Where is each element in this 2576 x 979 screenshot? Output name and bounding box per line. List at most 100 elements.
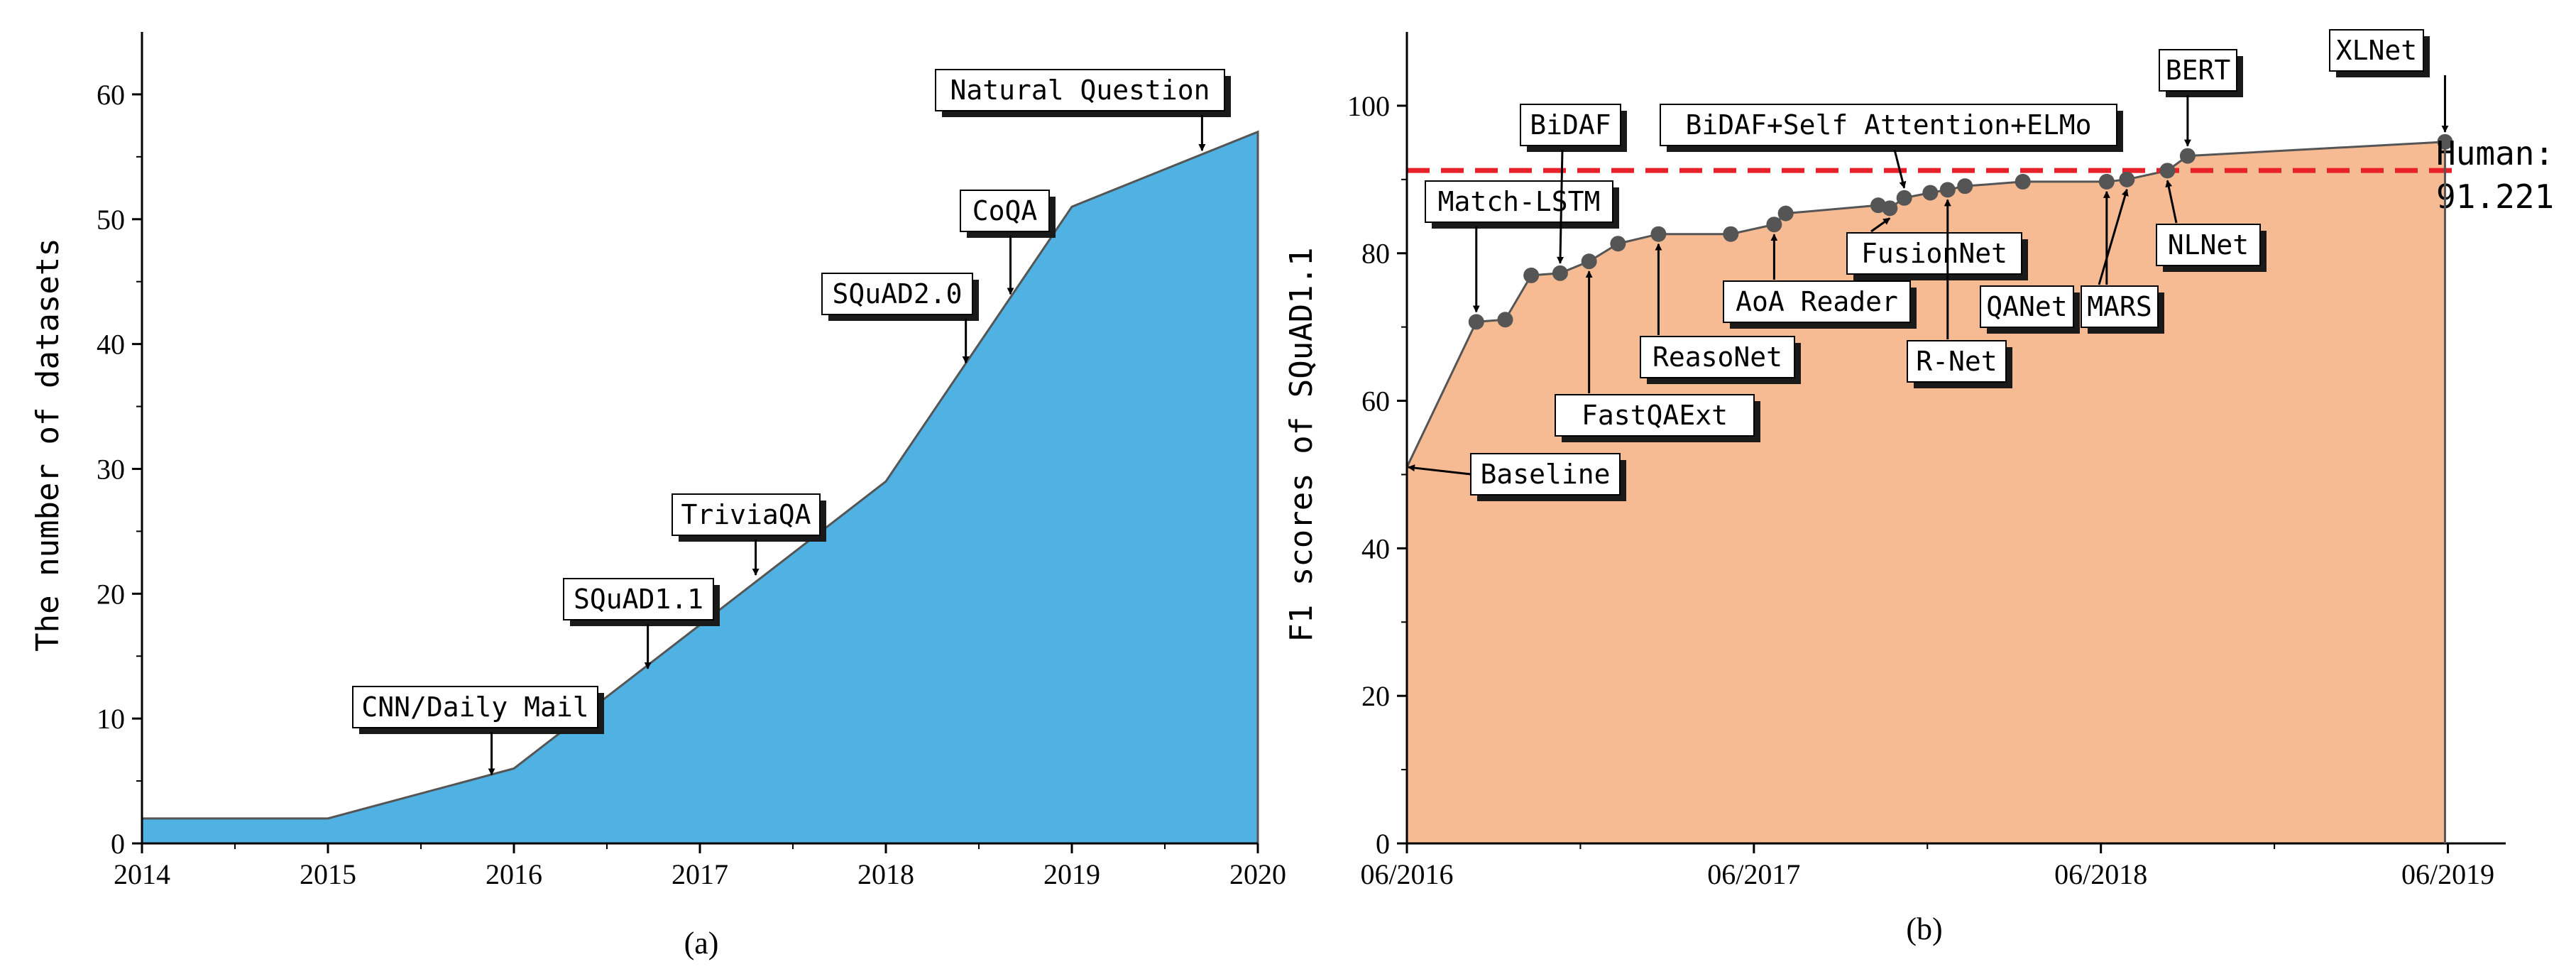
y-tick-label: 40 [97, 329, 125, 361]
annotation: FusionNet [1846, 217, 2028, 280]
label-box [1640, 336, 1795, 378]
label-text: R-Net [1916, 346, 1997, 377]
x-tick-label: 2019 [1043, 858, 1100, 890]
label-text: BiDAF [1530, 109, 1611, 141]
label-text: MARS [2087, 291, 2152, 322]
y-tick-label: 80 [1361, 238, 1390, 270]
label-box [352, 686, 598, 728]
label-text: SQuAD1.1 [574, 584, 703, 615]
annotation: BiDAF+Self Attention+ELMo [1660, 104, 2123, 189]
x-tick-label: 06/2019 [2401, 858, 2494, 890]
x-tick-label: 06/2016 [1360, 858, 1453, 890]
y-tick-label: 40 [1361, 532, 1390, 564]
score-points [1468, 133, 2453, 330]
y-axis-ticks: 0 10 20 30 40 50 60 [97, 79, 142, 860]
label-text: ReasoNet [1653, 341, 1782, 373]
annotation: QANet [1980, 190, 2110, 334]
label-text: TriviaQA [681, 499, 811, 530]
label-box [1846, 232, 2022, 275]
x-tick-label: 2017 [672, 858, 728, 890]
label-box [1425, 180, 1613, 223]
label-box [1660, 104, 2117, 146]
label-text: QANet [1986, 291, 2067, 322]
annotation: BiDAF [1520, 104, 1627, 264]
score-point [1766, 217, 1782, 233]
x-tick-label: 06/2018 [2054, 858, 2147, 890]
score-point [1896, 190, 1912, 206]
label-box [1555, 394, 1755, 437]
score-point [1581, 253, 1597, 270]
caption: (a) [684, 926, 719, 961]
score-point [1939, 182, 1956, 198]
y-tick-label: 20 [97, 578, 125, 610]
y-tick-label: 60 [1361, 385, 1390, 417]
y-axis-label: F1 scores of SQuAD1.1 [1283, 247, 1320, 642]
label-box [1723, 280, 1911, 323]
annotation: BERT [2159, 49, 2243, 147]
y-tick-label: 20 [1361, 680, 1390, 712]
x-tick-label: 2014 [114, 858, 170, 890]
label-text: NLNet [2168, 229, 2249, 261]
label-arrow [1557, 149, 1564, 264]
x-tick-label: 06/2017 [1707, 858, 1800, 890]
score-point [1882, 200, 1898, 217]
annotation: TriviaQA [672, 493, 826, 576]
label-text: AoA Reader [1736, 286, 1898, 317]
label-box [1470, 453, 1621, 496]
x-tick-label: 2018 [857, 858, 914, 890]
y-axis-label: The number of datasets [30, 238, 66, 652]
x-axis-ticks: 06/2016 06/2017 06/2018 06/2019 [1360, 843, 2494, 890]
label-box [1907, 340, 2007, 383]
score-point [1723, 226, 1739, 242]
label-text: BERT [2166, 55, 2231, 86]
y-tick-label: 100 [1347, 90, 1390, 122]
label-text: XLNet [2336, 35, 2417, 66]
annotation: AoA Reader [1723, 234, 1917, 329]
score-point [1497, 312, 1513, 328]
y-tick-label: 50 [97, 204, 125, 236]
label-text: Match-LSTM [1438, 186, 1601, 217]
annotation: Baseline [1408, 453, 1626, 501]
label-box [1520, 104, 1621, 146]
human-label-line2: 91.221 [2436, 177, 2554, 216]
score-point [2098, 173, 2115, 190]
label-box [672, 493, 821, 536]
annotation: Match-LSTM [1425, 180, 1619, 313]
label-text: BiDAF+Self Attention+ELMo [1686, 109, 2092, 141]
label-text: SQuAD2.0 [832, 278, 962, 310]
label-arrow [1870, 217, 1891, 233]
annotations: CNN/Daily Mail SQuAD1.1 TriviaQA SQuAD2.0 Co… [352, 69, 1231, 776]
y-tick-label: 0 [111, 828, 125, 860]
x-axis-ticks: 2014 2015 2016 2017 2018 2019 2020 [114, 843, 1286, 890]
annotation: NLNet [2156, 180, 2267, 272]
y-tick-label: 0 [1376, 828, 1390, 860]
label-box [2081, 285, 2159, 328]
y-tick-label: 60 [97, 79, 125, 111]
label-arrow [1408, 464, 1471, 476]
annotation: SQuAD2.0 [821, 273, 979, 363]
label-text: FusionNet [1861, 238, 2007, 269]
label-box [1980, 285, 2074, 328]
annotation: FastQAExt [1555, 270, 1760, 442]
annotation: SQuAD1.1 [563, 578, 720, 669]
score-point [2179, 148, 2196, 164]
area-fill [1407, 141, 2445, 844]
annotation: ReasoNet [1640, 243, 1801, 384]
y-tick-label: 30 [97, 453, 125, 485]
score-point [1777, 205, 1794, 221]
annotation: CoQA [960, 190, 1056, 295]
score-point [1650, 226, 1667, 242]
annotation: MARS [2081, 188, 2164, 334]
annotation: Natural Question [935, 69, 1231, 152]
label-box [2159, 49, 2237, 92]
area-series [141, 130, 1259, 845]
label-arrow [2165, 180, 2178, 224]
label-arrow [2098, 188, 2129, 285]
x-tick-label: 2016 [486, 858, 542, 890]
label-text: FastQAExt [1582, 400, 1728, 431]
label-box [563, 578, 714, 620]
score-point [2159, 163, 2176, 179]
